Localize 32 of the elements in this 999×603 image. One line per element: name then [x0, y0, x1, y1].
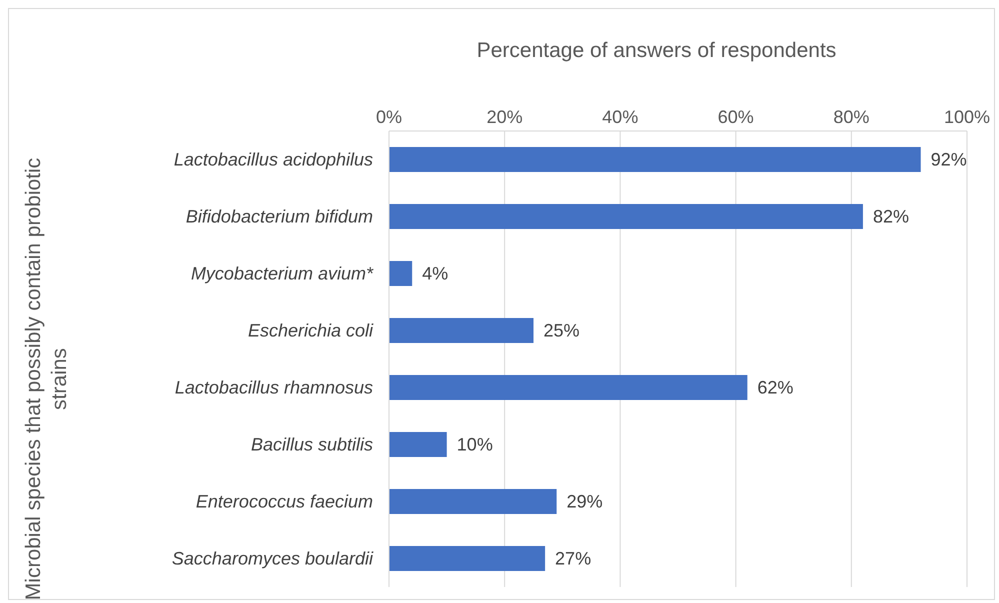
y-tick-label: Lactobacillus rhamnosus — [174, 378, 373, 398]
data-label: 4% — [422, 263, 448, 284]
x-axis-title: Percentage of answers of respondents — [476, 39, 838, 63]
y-tick-label: Bifidobacterium bifidum — [186, 206, 373, 226]
bar — [389, 432, 447, 457]
y-tick-label: Enterococcus faecium — [196, 492, 373, 512]
bar — [389, 488, 557, 514]
bar — [389, 546, 546, 571]
y-tick-label: Escherichia coli — [248, 320, 374, 340]
x-tick-label: 0% — [376, 107, 402, 127]
x-tick-label: 80% — [833, 107, 870, 127]
x-tick-label: 40% — [602, 107, 638, 127]
x-tick-label: 60% — [718, 107, 754, 127]
x-tick-label: 20% — [486, 107, 523, 127]
x-tick-label: 100% — [944, 107, 990, 127]
data-label: 27% — [555, 548, 592, 568]
bar — [389, 204, 863, 229]
bar — [389, 260, 412, 286]
data-label: 62% — [757, 377, 794, 398]
data-label: 25% — [544, 320, 580, 340]
y-tick-label: Saccharomyces boulardii — [172, 548, 374, 568]
data-label: 82% — [872, 206, 909, 226]
y-tick-label: Lactobacillus acidophilus — [174, 150, 373, 170]
data-label: 29% — [566, 491, 603, 512]
bar — [389, 318, 534, 343]
bar — [389, 146, 921, 172]
bar — [389, 374, 748, 400]
y-tick-label: Mycobacterium avium* — [190, 264, 374, 284]
y-tick-label: Bacillus subtilis — [250, 434, 373, 454]
data-label: 92% — [930, 149, 967, 170]
data-label: 10% — [456, 434, 493, 454]
y-axis-title: Microbial species that possibly contain probiotic strains — [21, 156, 72, 602]
